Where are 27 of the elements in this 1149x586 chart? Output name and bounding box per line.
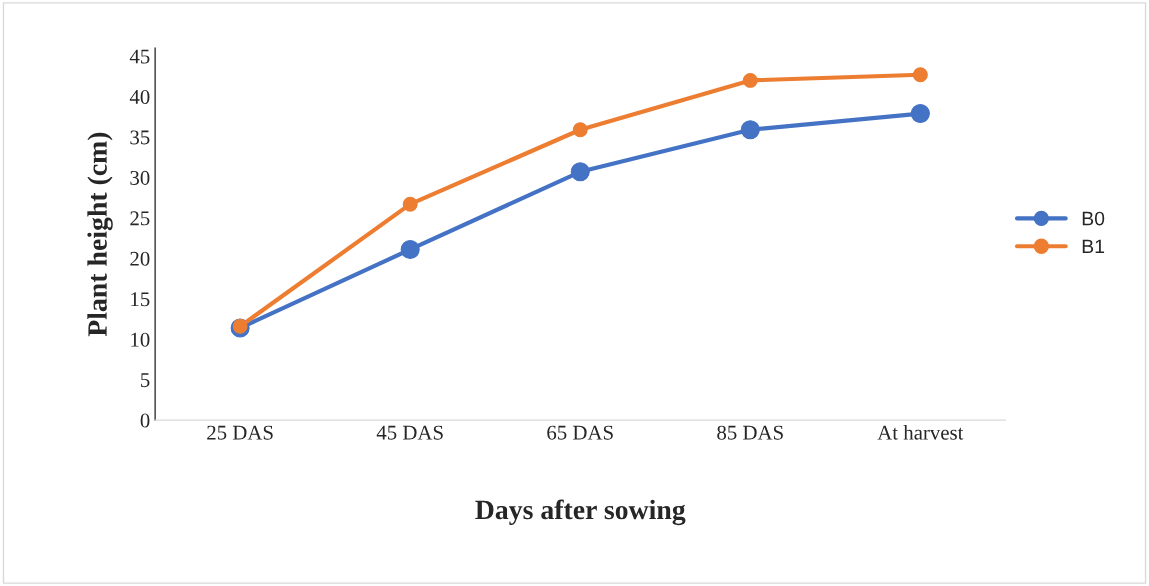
y-tick-label: 0	[140, 413, 150, 428]
x-tick-label: At harvest	[877, 425, 964, 440]
y-tick-label: 25	[130, 211, 150, 226]
point	[742, 72, 758, 88]
point	[402, 196, 418, 212]
y-tick-label: 30	[130, 170, 150, 185]
y-tick-label: 15	[131, 292, 150, 307]
y-tick-label: 35	[130, 130, 150, 145]
point	[400, 239, 420, 260]
legend-label: B0	[1082, 211, 1105, 226]
point	[570, 162, 590, 182]
point	[910, 104, 930, 124]
y-tick-label: 40	[129, 89, 150, 105]
point	[572, 122, 588, 138]
point	[912, 67, 928, 83]
x-axis-title: Days after sowing	[475, 499, 686, 526]
x-tick-label: 65 DAS	[547, 425, 613, 440]
y-tick-label: 45	[129, 49, 150, 64]
x-tick-label: 25 DAS	[207, 425, 273, 440]
y-tick-label: 10	[131, 332, 150, 347]
point	[740, 120, 760, 140]
x-tick-label: 45 DAS	[376, 425, 443, 440]
y-tick-label: 20	[130, 251, 150, 266]
x-tick-label: 85 DAS	[717, 425, 783, 440]
y-tick-label: 5	[141, 373, 150, 388]
legend-label: B1	[1082, 239, 1105, 254]
y-axis-title: Plant height (cm)	[87, 132, 113, 337]
